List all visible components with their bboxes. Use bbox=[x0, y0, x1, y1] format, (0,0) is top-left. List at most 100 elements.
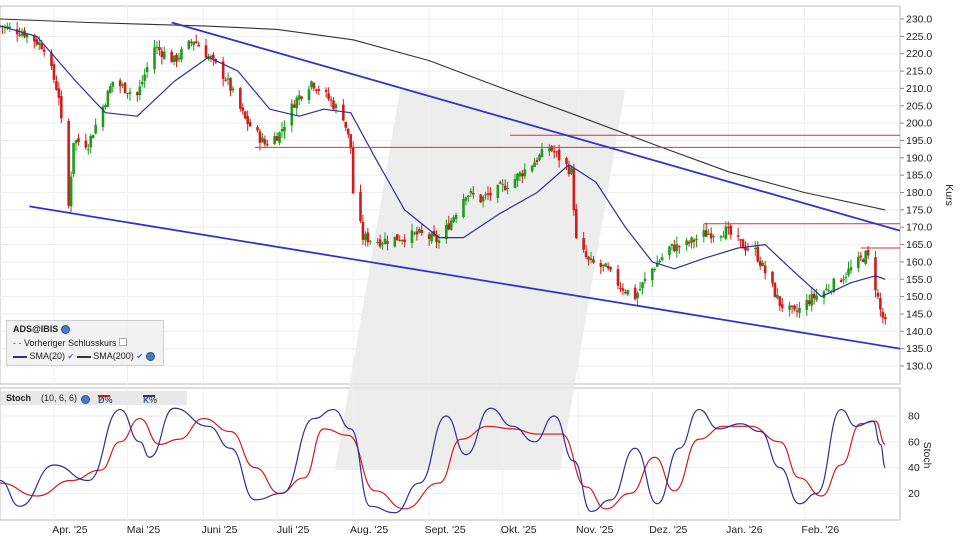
candle-body bbox=[89, 135, 93, 148]
candle-body bbox=[334, 104, 338, 108]
candle-body bbox=[280, 129, 284, 132]
candle-body bbox=[501, 184, 505, 186]
candle-body bbox=[619, 287, 622, 289]
candle-body bbox=[555, 151, 558, 153]
x-tick-label: Dez. '25 bbox=[649, 524, 687, 536]
candle-body bbox=[685, 240, 688, 246]
candle-body bbox=[187, 40, 191, 49]
candle-body bbox=[383, 238, 387, 245]
candle-body bbox=[776, 294, 779, 299]
candle-body bbox=[810, 294, 814, 306]
candle-body bbox=[312, 83, 316, 89]
y-tick-label: 155.0 bbox=[906, 274, 932, 286]
legend-prev-close: - - Vorheriger Schlusskurs bbox=[13, 338, 128, 348]
candle-body bbox=[189, 41, 193, 43]
candle-body bbox=[307, 89, 311, 101]
candle-body bbox=[866, 249, 870, 256]
check-icon[interactable]: ✔ bbox=[136, 352, 144, 361]
candle-body bbox=[464, 197, 468, 201]
candle-body bbox=[548, 148, 551, 152]
candle-body bbox=[226, 78, 230, 80]
candle-body bbox=[643, 278, 647, 282]
candle-body bbox=[469, 191, 473, 194]
candle-body bbox=[138, 86, 142, 96]
candle-body bbox=[552, 151, 556, 153]
candle-body bbox=[351, 146, 355, 194]
candle-body bbox=[587, 256, 590, 260]
candle-body bbox=[386, 241, 389, 244]
candle-body bbox=[378, 239, 382, 247]
candle-body bbox=[533, 162, 536, 167]
candle-body bbox=[126, 93, 129, 95]
candle-body bbox=[278, 132, 281, 143]
candle-body bbox=[668, 246, 671, 255]
check-icon[interactable]: ✔ bbox=[67, 352, 75, 361]
stoch-axis-title: Stoch bbox=[921, 442, 933, 469]
x-tick-label: Feb. '26 bbox=[802, 524, 840, 536]
candle-body bbox=[638, 288, 642, 291]
y-tick-label: 175.0 bbox=[906, 204, 932, 216]
x-tick-label: Sept. '25 bbox=[425, 524, 466, 536]
candle-body bbox=[381, 243, 384, 245]
candle-body bbox=[57, 88, 61, 98]
candle-body bbox=[503, 185, 507, 191]
candle-body bbox=[599, 262, 603, 267]
stoch-d-line bbox=[0, 417, 886, 510]
candle-body bbox=[540, 149, 544, 158]
candle-body bbox=[194, 41, 198, 44]
candle-body bbox=[861, 259, 865, 262]
checkbox-icon[interactable] bbox=[119, 338, 128, 346]
candle-body bbox=[361, 221, 365, 240]
candle-body bbox=[876, 292, 880, 297]
candle-body bbox=[204, 45, 208, 58]
candle-body bbox=[400, 239, 404, 241]
candle-body bbox=[481, 196, 485, 202]
candle-body bbox=[224, 79, 227, 81]
gear-icon[interactable] bbox=[60, 325, 70, 335]
candle-body bbox=[739, 239, 742, 241]
candle-body bbox=[842, 279, 845, 281]
candle-body bbox=[153, 47, 156, 70]
gear-icon[interactable] bbox=[145, 352, 155, 362]
x-tick-label: Nov. '25 bbox=[576, 524, 614, 536]
candle-body bbox=[143, 74, 146, 81]
candle-body bbox=[315, 89, 318, 91]
candle-body bbox=[827, 290, 831, 292]
candle-body bbox=[393, 236, 397, 247]
candle-body bbox=[727, 227, 730, 229]
candle-body bbox=[15, 29, 19, 35]
stoch-title: Stoch bbox=[6, 393, 32, 403]
candle-body bbox=[712, 236, 715, 238]
candle-body bbox=[364, 234, 367, 241]
candle-body bbox=[241, 107, 245, 111]
candle-body bbox=[158, 47, 161, 51]
candle-body bbox=[35, 39, 39, 45]
candles-group bbox=[0, 21, 887, 325]
candle-body bbox=[310, 81, 313, 88]
candle-body bbox=[72, 143, 75, 175]
candle-body bbox=[523, 169, 527, 177]
k-swatch bbox=[143, 395, 155, 397]
candle-body bbox=[518, 172, 522, 177]
candle-body bbox=[145, 67, 149, 72]
gear-icon[interactable] bbox=[81, 395, 90, 404]
candle-body bbox=[773, 282, 777, 297]
candle-body bbox=[297, 95, 301, 100]
candle-body bbox=[812, 293, 816, 299]
candle-body bbox=[604, 263, 608, 267]
stoch-tick-label: 80 bbox=[908, 411, 920, 423]
candle-body bbox=[261, 137, 264, 143]
y-tick-label: 230.0 bbox=[906, 14, 932, 26]
candle-body bbox=[874, 257, 877, 291]
candle-body bbox=[719, 236, 723, 238]
check-icon[interactable]: ✔ bbox=[143, 395, 150, 404]
candle-body bbox=[332, 100, 335, 109]
x-tick-label: Mai '25 bbox=[127, 524, 161, 536]
check-icon[interactable]: ✔ bbox=[98, 395, 105, 404]
candle-body bbox=[675, 243, 679, 252]
y-tick-label: 150.0 bbox=[906, 291, 932, 303]
candle-body bbox=[651, 268, 654, 281]
legend-sma20-label: SMA(20) bbox=[29, 351, 66, 361]
candle-body bbox=[256, 127, 259, 131]
candle-body bbox=[192, 41, 196, 46]
